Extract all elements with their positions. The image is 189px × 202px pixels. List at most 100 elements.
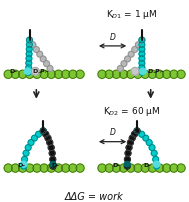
Circle shape — [4, 71, 12, 79]
Ellipse shape — [50, 162, 56, 167]
Ellipse shape — [124, 162, 130, 167]
Circle shape — [139, 42, 145, 48]
Circle shape — [135, 43, 141, 48]
Circle shape — [37, 52, 43, 58]
Circle shape — [121, 61, 127, 67]
Circle shape — [125, 57, 130, 63]
Circle shape — [139, 52, 145, 58]
Circle shape — [27, 38, 33, 44]
Ellipse shape — [153, 161, 160, 167]
Circle shape — [119, 164, 128, 172]
Circle shape — [40, 128, 46, 134]
Circle shape — [139, 65, 145, 71]
Circle shape — [26, 61, 32, 67]
Circle shape — [62, 71, 70, 79]
Circle shape — [119, 71, 128, 79]
Circle shape — [128, 52, 134, 58]
Circle shape — [21, 163, 27, 169]
Circle shape — [155, 164, 164, 172]
Circle shape — [128, 140, 133, 146]
Circle shape — [26, 42, 32, 48]
Circle shape — [127, 164, 135, 172]
Circle shape — [163, 71, 171, 79]
Circle shape — [98, 71, 106, 79]
Circle shape — [134, 128, 140, 134]
Circle shape — [149, 145, 155, 151]
Circle shape — [139, 38, 145, 44]
Circle shape — [26, 47, 32, 53]
Text: D-: D- — [112, 162, 121, 167]
Circle shape — [69, 164, 77, 172]
Circle shape — [33, 164, 41, 172]
Text: D: D — [110, 33, 115, 41]
Circle shape — [134, 128, 140, 134]
Circle shape — [47, 140, 53, 146]
Circle shape — [127, 71, 135, 79]
Circle shape — [132, 132, 137, 138]
Circle shape — [105, 71, 113, 79]
Circle shape — [151, 150, 157, 156]
Circle shape — [47, 71, 55, 79]
Circle shape — [33, 47, 39, 53]
Circle shape — [48, 145, 54, 151]
Circle shape — [30, 43, 36, 48]
Circle shape — [26, 65, 32, 71]
Circle shape — [43, 132, 49, 138]
Circle shape — [25, 145, 31, 151]
Ellipse shape — [20, 161, 27, 167]
Circle shape — [47, 66, 53, 72]
Circle shape — [54, 164, 63, 172]
Circle shape — [26, 70, 31, 76]
Circle shape — [54, 71, 63, 79]
Text: K$_{D2}$ = 60 μM: K$_{D2}$ = 60 μM — [104, 104, 161, 117]
Text: D.P$_i$-: D.P$_i$- — [32, 67, 50, 75]
Circle shape — [19, 71, 27, 79]
Ellipse shape — [24, 69, 31, 75]
Circle shape — [28, 140, 34, 146]
Circle shape — [139, 70, 145, 76]
Circle shape — [26, 56, 32, 62]
Circle shape — [131, 68, 139, 76]
Circle shape — [153, 157, 159, 162]
Circle shape — [163, 164, 171, 172]
Circle shape — [125, 157, 130, 162]
Circle shape — [148, 164, 156, 172]
Circle shape — [26, 164, 34, 172]
Circle shape — [134, 164, 142, 172]
Circle shape — [170, 71, 178, 79]
Circle shape — [134, 71, 142, 79]
Circle shape — [36, 132, 41, 138]
Circle shape — [125, 150, 131, 156]
Circle shape — [177, 164, 185, 172]
Circle shape — [44, 61, 50, 67]
Circle shape — [154, 163, 160, 169]
Circle shape — [76, 71, 84, 79]
Circle shape — [148, 71, 156, 79]
Circle shape — [126, 145, 132, 151]
Circle shape — [33, 71, 41, 79]
Circle shape — [11, 71, 19, 79]
Circle shape — [112, 71, 121, 79]
Text: K$_{D1}$ = 1 μM: K$_{D1}$ = 1 μM — [106, 8, 158, 21]
Circle shape — [112, 164, 121, 172]
Circle shape — [26, 71, 34, 79]
Circle shape — [50, 157, 56, 162]
Circle shape — [129, 136, 135, 141]
Circle shape — [23, 150, 29, 156]
Circle shape — [146, 140, 152, 146]
Circle shape — [19, 164, 27, 172]
Circle shape — [118, 66, 123, 72]
Circle shape — [76, 164, 84, 172]
Circle shape — [141, 71, 149, 79]
Circle shape — [139, 61, 145, 67]
Circle shape — [40, 57, 46, 63]
Circle shape — [31, 68, 39, 76]
Text: D-: D- — [51, 162, 59, 167]
Circle shape — [105, 164, 113, 172]
Circle shape — [4, 164, 12, 172]
Circle shape — [32, 136, 37, 141]
Text: D.P$_i$-: D.P$_i$- — [147, 67, 164, 75]
Text: ΔΔG = work: ΔΔG = work — [65, 191, 123, 201]
Circle shape — [141, 164, 149, 172]
Circle shape — [98, 164, 106, 172]
